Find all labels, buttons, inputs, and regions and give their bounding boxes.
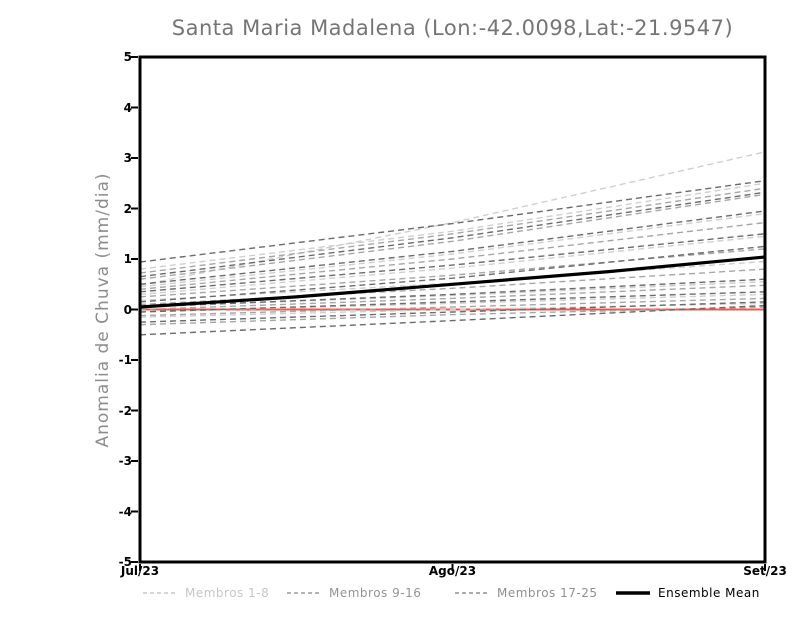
legend-item: Membros 1-8 [143, 585, 269, 601]
ensemble-member-line [139, 210, 766, 285]
plot-area [131, 55, 767, 571]
legend-label: Membros 1-8 [185, 586, 270, 600]
ensemble-member-line [139, 151, 766, 286]
y-tick-label: -3 [118, 454, 132, 468]
y-tick-label: 5 [123, 50, 132, 64]
ensemble-member-line [139, 297, 766, 317]
x-tick-label: Jul/23 [120, 564, 160, 578]
y-tick-label: -1 [118, 353, 132, 367]
ensemble-member-line [139, 278, 766, 308]
y-tick-label: 2 [123, 201, 132, 216]
chart-title: Santa Maria Madalena (Lon:-42.0098,Lat:-… [171, 16, 734, 40]
y-tick-label: 4 [123, 100, 132, 115]
legend-line-sample [455, 592, 489, 594]
y-tick-label: -2 [118, 403, 132, 418]
ensemble-member-line [139, 306, 766, 326]
legend-line-sample [616, 591, 650, 595]
x-tick-label: Set/23 [743, 564, 787, 578]
ensemble-member-line [139, 180, 766, 263]
y-tick-label: -4 [118, 504, 132, 519]
x-tick-label: Ago/23 [428, 564, 477, 578]
ensemble-member-line [139, 212, 766, 288]
ensemble-member-line [139, 187, 766, 274]
legend-label: Membros 9-16 [329, 586, 422, 600]
legend-item: Membros 9-16 [287, 585, 421, 601]
y-tick-label: 3 [123, 151, 132, 165]
ensemble-member-line [139, 235, 766, 296]
y-tick-label: 0 [123, 302, 132, 317]
legend-label: Membros 17-25 [497, 586, 598, 600]
legend-item: Ensemble Mean [616, 585, 760, 601]
ensemble-member-line [139, 182, 766, 270]
legend-label: Ensemble Mean [658, 586, 760, 600]
plot-frame [138, 55, 767, 564]
ensemble-member-line [139, 291, 766, 313]
legend-item: Membros 17-25 [455, 585, 598, 601]
y-tick-label: -5 [118, 555, 132, 569]
ensemble-member-line [139, 284, 766, 311]
y-tick-label: 1 [123, 252, 132, 266]
ensemble-member-line [139, 191, 766, 278]
ensemble-member-line [139, 193, 766, 280]
legend: Membros 1-8 Membros 9-16 Membros 17-25 Ense… [0, 585, 800, 605]
ensemble-member-line [139, 245, 766, 303]
legend-line-sample [143, 592, 177, 594]
ensemble-member-line [139, 233, 766, 293]
ensemble-member-line [139, 221, 766, 290]
legend-line-sample [287, 592, 321, 594]
ensemble-mean-line [139, 255, 766, 309]
ensemble-member-line [139, 301, 766, 323]
ensemble-member-line [139, 304, 766, 336]
